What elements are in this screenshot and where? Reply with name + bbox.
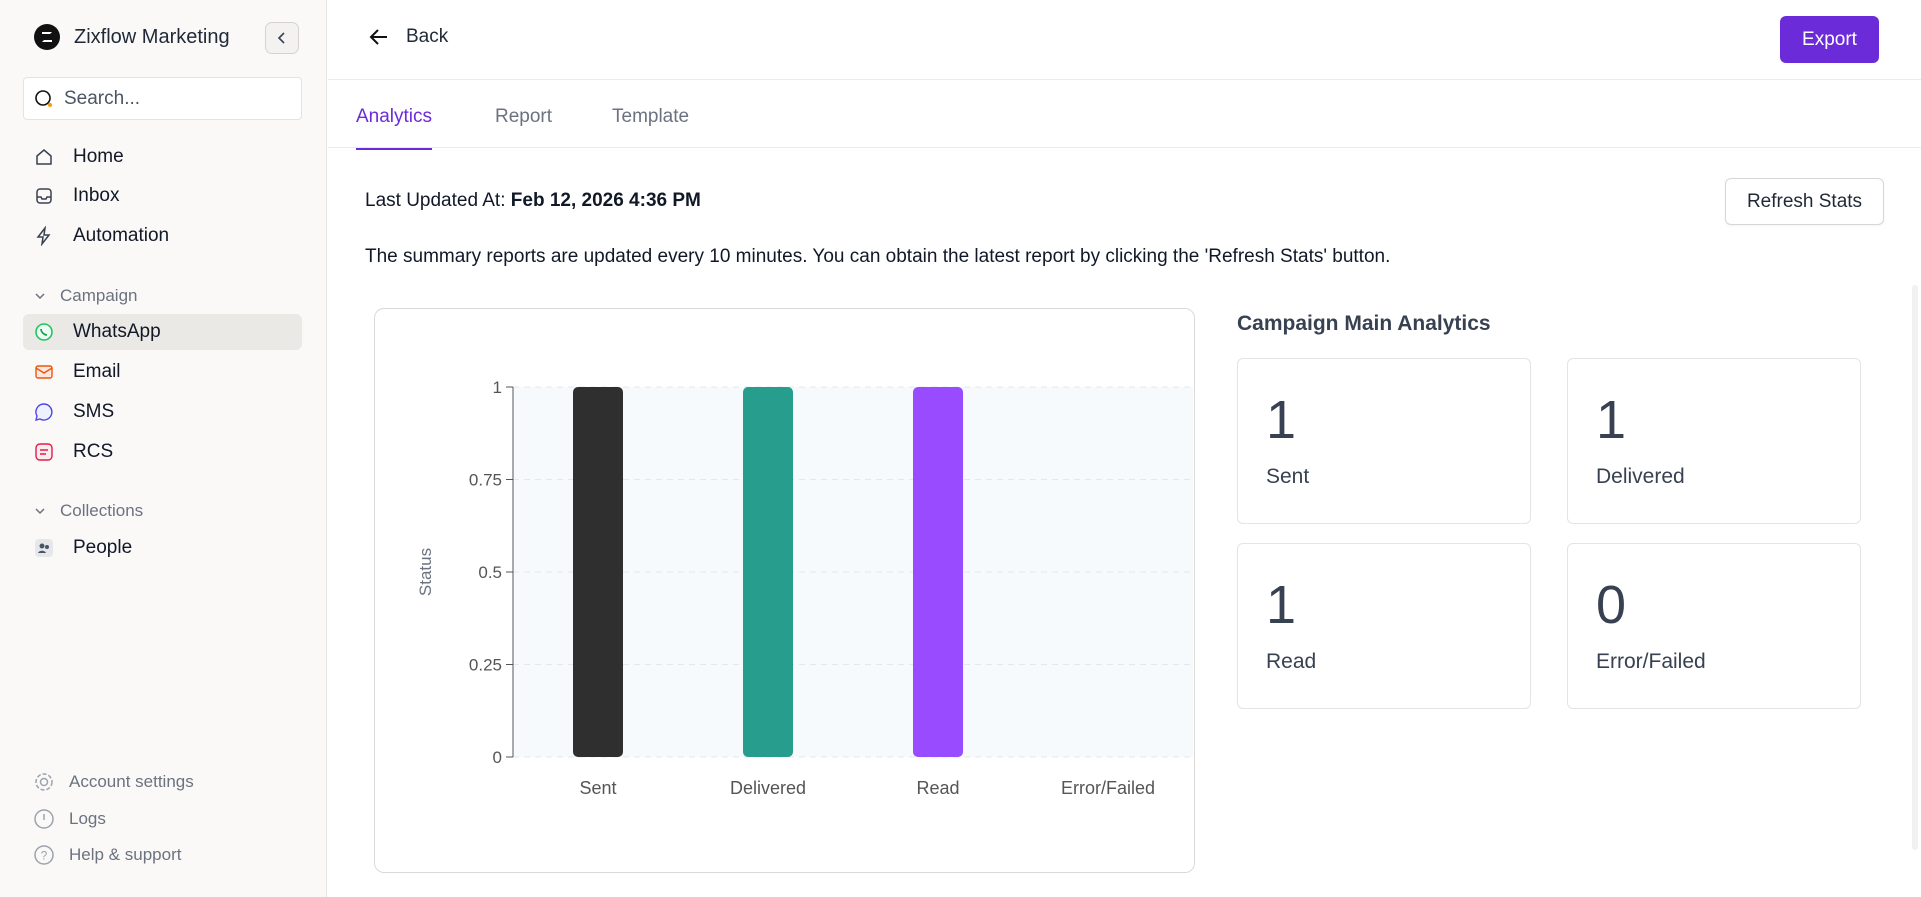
- sidebar-item-people[interactable]: People: [23, 530, 302, 566]
- help-icon: ?: [34, 845, 54, 865]
- sidebar-item-label: SMS: [73, 401, 115, 422]
- x-tick-label: Read: [916, 778, 959, 798]
- sms-icon: [33, 401, 55, 423]
- sidebar-item-label: WhatsApp: [73, 321, 161, 342]
- bar-read: [913, 387, 963, 757]
- stat-label: Delivered: [1596, 465, 1685, 488]
- stat-label: Sent: [1266, 465, 1310, 488]
- stat-value: 0: [1596, 575, 1627, 635]
- sidebar-item-home[interactable]: Home: [23, 139, 302, 175]
- back-button[interactable]: Back: [368, 26, 448, 48]
- x-tick-label: Error/Failed: [1061, 778, 1155, 798]
- refresh-stats-button[interactable]: Refresh Stats: [1725, 178, 1884, 225]
- people-icon: [33, 537, 55, 559]
- stat-label: Error/Failed: [1596, 650, 1706, 673]
- footer-link-label: Logs: [69, 809, 106, 828]
- rcs-icon: [33, 441, 55, 463]
- y-tick-label: 1: [493, 378, 502, 397]
- workspace-name: Zixflow Marketing: [74, 25, 230, 48]
- stat-card-read: 1 Read: [1237, 543, 1531, 709]
- bar-sent: [573, 387, 623, 757]
- sidebar-item-label: People: [73, 537, 133, 558]
- stat-value: 1: [1596, 390, 1627, 450]
- chevron-down-icon: [35, 508, 45, 515]
- x-tick-label: Delivered: [730, 778, 806, 798]
- sidebar-item-label: Home: [73, 146, 124, 167]
- tab-report[interactable]: Report: [495, 106, 553, 127]
- logs-link[interactable]: Logs: [33, 808, 106, 830]
- stat-value: 1: [1266, 575, 1297, 635]
- section-label: Collections: [60, 501, 144, 520]
- x-tick-label: Sent: [579, 778, 616, 798]
- collapse-sidebar-button[interactable]: [265, 22, 299, 54]
- stat-card-sent: 1 Sent: [1237, 358, 1531, 524]
- tab-analytics[interactable]: Analytics: [356, 106, 433, 150]
- y-tick-label: 0.25: [469, 656, 502, 675]
- summary-text: The summary reports are updated every 10…: [365, 246, 1391, 267]
- brand-logo-icon: [34, 24, 60, 50]
- chevron-left-icon: [277, 32, 285, 44]
- bolt-icon: [33, 225, 55, 247]
- sidebar: Zixflow Marketing Search... Home Inbox A…: [0, 0, 327, 897]
- inbox-icon: [33, 185, 55, 207]
- clock-icon: [34, 809, 54, 829]
- last-updated-value: Feb 12, 2026 4:36 PM: [510, 190, 701, 211]
- export-button[interactable]: Export: [1780, 16, 1879, 63]
- gear-icon: [35, 773, 53, 791]
- sidebar-item-label: Automation: [73, 225, 170, 246]
- top-bar: Back Export: [328, 0, 1921, 80]
- section-label: Campaign: [60, 286, 138, 305]
- back-label: Back: [406, 26, 449, 47]
- workspace-switcher[interactable]: Zixflow Marketing: [34, 24, 230, 50]
- sidebar-item-email[interactable]: Email: [23, 354, 302, 390]
- y-axis-label: Status: [416, 548, 435, 596]
- sidebar-item-automation[interactable]: Automation: [23, 218, 302, 254]
- sidebar-item-rcs[interactable]: RCS: [23, 434, 302, 470]
- svg-text:?: ?: [41, 849, 48, 863]
- email-icon: [33, 361, 55, 383]
- footer-link-label: Account settings: [69, 772, 194, 791]
- last-updated-label: Last Updated At:: [365, 190, 511, 211]
- help-support-link[interactable]: ? Help & support: [33, 844, 181, 866]
- search-placeholder: Search...: [64, 87, 141, 109]
- y-tick-label: 0: [493, 748, 502, 767]
- sidebar-item-sms[interactable]: SMS: [23, 394, 302, 430]
- stat-label: Read: [1266, 650, 1317, 673]
- sidebar-item-inbox[interactable]: Inbox: [23, 178, 302, 214]
- campaign-section-toggle[interactable]: Campaign: [34, 286, 138, 306]
- y-tick-label: 0.5: [478, 563, 502, 582]
- y-tick-label: 0.75: [469, 471, 502, 490]
- tab-template[interactable]: Template: [612, 106, 690, 127]
- account-settings-link[interactable]: Account settings: [33, 771, 194, 793]
- search-icon: [35, 89, 52, 107]
- stat-value: 1: [1266, 390, 1297, 450]
- analytics-title: Campaign Main Analytics: [1237, 312, 1491, 335]
- search-input[interactable]: Search...: [23, 77, 302, 120]
- status-bar-chart: 0 0.25 0.5 0.75 1 Status Sent Delivered Read Erro…: [416, 378, 1193, 798]
- arrow-left-icon: [369, 29, 387, 45]
- home-icon: [33, 146, 55, 168]
- content-scrollbar[interactable]: [1912, 285, 1918, 850]
- sidebar-item-label: Email: [73, 361, 121, 382]
- footer-link-label: Help & support: [69, 845, 182, 864]
- bar-delivered: [743, 387, 793, 757]
- sidebar-item-label: RCS: [73, 441, 114, 462]
- sidebar-item-label: Inbox: [73, 185, 120, 206]
- collections-section-toggle[interactable]: Collections: [34, 501, 143, 521]
- chevron-down-icon: [35, 293, 45, 300]
- stat-card-error-failed: 0 Error/Failed: [1567, 543, 1861, 709]
- status-chart-card: 0 0.25 0.5 0.75 1 Status Sent Delivered Read Erro…: [374, 308, 1195, 873]
- last-updated: Last Updated At: Feb 12, 2026 4:36 PM: [365, 190, 701, 212]
- stat-card-delivered: 1 Delivered: [1567, 358, 1861, 524]
- tab-bar: Analytics Report Template: [328, 80, 1921, 150]
- sidebar-item-whatsapp[interactable]: WhatsApp: [23, 314, 302, 350]
- whatsapp-icon: [33, 321, 55, 343]
